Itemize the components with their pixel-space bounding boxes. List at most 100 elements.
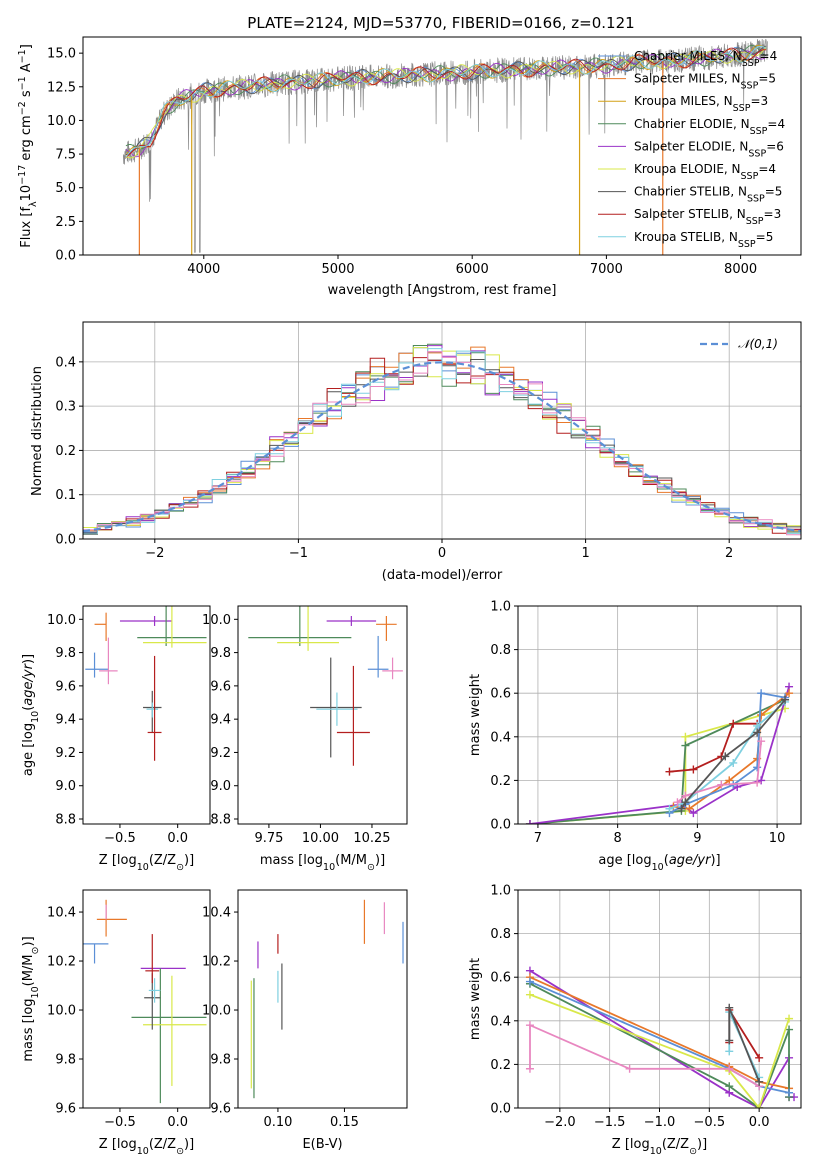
y-tick-label: 10.4 [202, 906, 231, 921]
data-point [382, 657, 403, 680]
weight-series-marker [681, 798, 690, 807]
weight-series-marker [525, 1064, 534, 1073]
y-tick-label: 9.8 [210, 646, 231, 661]
weight-series-marker [729, 758, 738, 767]
x-tick-label: −0.5 [694, 1115, 726, 1130]
y-tick-label: 0.4 [55, 355, 76, 370]
y-tick-label: 9.6 [55, 679, 76, 694]
data-point [99, 637, 118, 685]
model-spectrum [125, 47, 767, 157]
y-tick-label: 10.0 [202, 613, 231, 628]
data-point [131, 968, 207, 1104]
y-tick-label: 0.0 [55, 533, 76, 548]
x-tick-label: −1.5 [594, 1115, 626, 1130]
plot-area [83, 343, 801, 539]
data-point [316, 692, 358, 726]
y-tick-label: 0.4 [490, 730, 511, 745]
y-tick-label: 15.0 [47, 47, 76, 62]
plot-area [250, 899, 404, 1099]
weight-series-marker [525, 820, 534, 824]
weight-series-marker [525, 990, 534, 999]
y-tick-label: 10.0 [47, 1004, 76, 1019]
axes-frame [82, 605, 211, 825]
model-spectrum [125, 45, 767, 158]
weight-series-line [676, 741, 762, 803]
weight-series-line [529, 686, 790, 824]
weight-series-line [529, 698, 786, 824]
legend-entry: Kroupa ELODIE, NSSP=4 [634, 162, 776, 182]
panel-age-vs-Z: −0.5 0.0 8.8 9.0 9.2 9.4 9.6 9.8 10.0 Z [log10(Z/… [21, 605, 211, 873]
y-axis-label: mass weight [468, 674, 483, 756]
panel-weight-vs-age: 7 8 9 10 0.0 0.2 0.4 0.6 0.8 1.0 age [log10(age/yr… [468, 600, 802, 873]
normal-reference-curve [83, 361, 801, 533]
legend-entry: Chabrier ELODIE, NSSP=4 [634, 117, 785, 137]
weight-series-line [529, 1023, 760, 1087]
data-point [146, 702, 159, 718]
weight-series-marker [681, 741, 690, 750]
weight-series-marker [525, 1021, 534, 1030]
legend: Chabrier MILES, NSSP=4 Salpeter MILES, NS… [598, 49, 785, 249]
y-tick-label: 0.0 [490, 1102, 511, 1117]
y-tick-label: 10.2 [202, 955, 231, 970]
weight-series-marker [753, 728, 762, 737]
axes-frame [82, 36, 802, 256]
x-axis-label: wavelength [Angstrom, rest frame] [328, 283, 557, 298]
weight-series-marker [725, 776, 734, 785]
y-tick-label: 0.0 [490, 818, 511, 833]
y-axis-label: mass weight [468, 958, 483, 1040]
weight-series-marker [725, 1047, 734, 1056]
y-tick-label: 9.6 [210, 679, 231, 694]
y-tick-label: 0.6 [490, 971, 511, 986]
weight-series-marker [785, 1014, 794, 1023]
weight-series-marker [717, 780, 726, 789]
weight-series-marker [753, 763, 762, 772]
y-tick-label: 8.8 [55, 813, 76, 828]
y-tick-label: 8.8 [210, 813, 231, 828]
weight-series-marker [673, 798, 682, 807]
y-tick-label: 0.4 [490, 1014, 511, 1029]
weight-series-marker [785, 1088, 794, 1097]
x-axis-label: Z [log10(Z/Z⊙)] [99, 1137, 194, 1157]
weight-series-marker [757, 711, 766, 719]
weight-series-marker [681, 732, 690, 741]
weight-series-line [529, 993, 790, 1108]
y-tick-label: 10.4 [47, 906, 76, 921]
weight-series-marker [685, 804, 694, 813]
legend-entry: Kroupa STELIB, NSSP=5 [634, 230, 773, 250]
x-tick-label: 1 [581, 546, 589, 561]
y-tick-label: 9.0 [210, 779, 231, 794]
y-tick-label: 0.8 [490, 927, 511, 942]
weight-series-marker [781, 695, 790, 704]
y-axis-label: Normed distribution [30, 366, 45, 496]
model-spectrum [125, 44, 767, 150]
model-spectrum [125, 48, 767, 158]
y-tick-label: 1.0 [490, 884, 511, 899]
y-tick-label: 10.0 [47, 114, 76, 129]
y-axis-label: Flux [fλ10−17 erg cm−2 s−1 A−1] [17, 44, 39, 248]
y-tick-label: 9.8 [55, 1053, 76, 1068]
y-tick-label: 10.2 [47, 955, 76, 970]
x-tick-label: 10.25 [353, 831, 390, 846]
x-axis-label: age [log10(age/yr)] [598, 853, 720, 873]
x-axis-label: E(B-V) [302, 1137, 342, 1152]
plot-area [122, 38, 768, 255]
weight-series-marker [625, 1064, 634, 1073]
model-spectrum [125, 44, 767, 156]
legend-entry: 𝒩(0,1) [738, 337, 778, 351]
y-tick-label: 9.8 [210, 1053, 231, 1068]
y-axis-label: age [log10(age/yr)] [21, 654, 41, 776]
x-tick-label: 10.00 [302, 831, 339, 846]
x-tick-label: 0.0 [167, 831, 188, 846]
weight-series-marker [525, 977, 534, 986]
x-tick-label: 0.15 [330, 1115, 359, 1130]
data-point [143, 975, 207, 1086]
weight-series-marker [753, 778, 762, 787]
y-tick-label: 7.5 [55, 148, 76, 163]
x-tick-label: 8000 [724, 262, 757, 277]
weight-series-marker [755, 1104, 764, 1108]
data-point [85, 652, 109, 678]
weight-series-marker [689, 765, 698, 774]
y-tick-label: 9.6 [55, 1102, 76, 1117]
legend-entry: Salpeter MILES, NSSP=5 [634, 72, 776, 92]
